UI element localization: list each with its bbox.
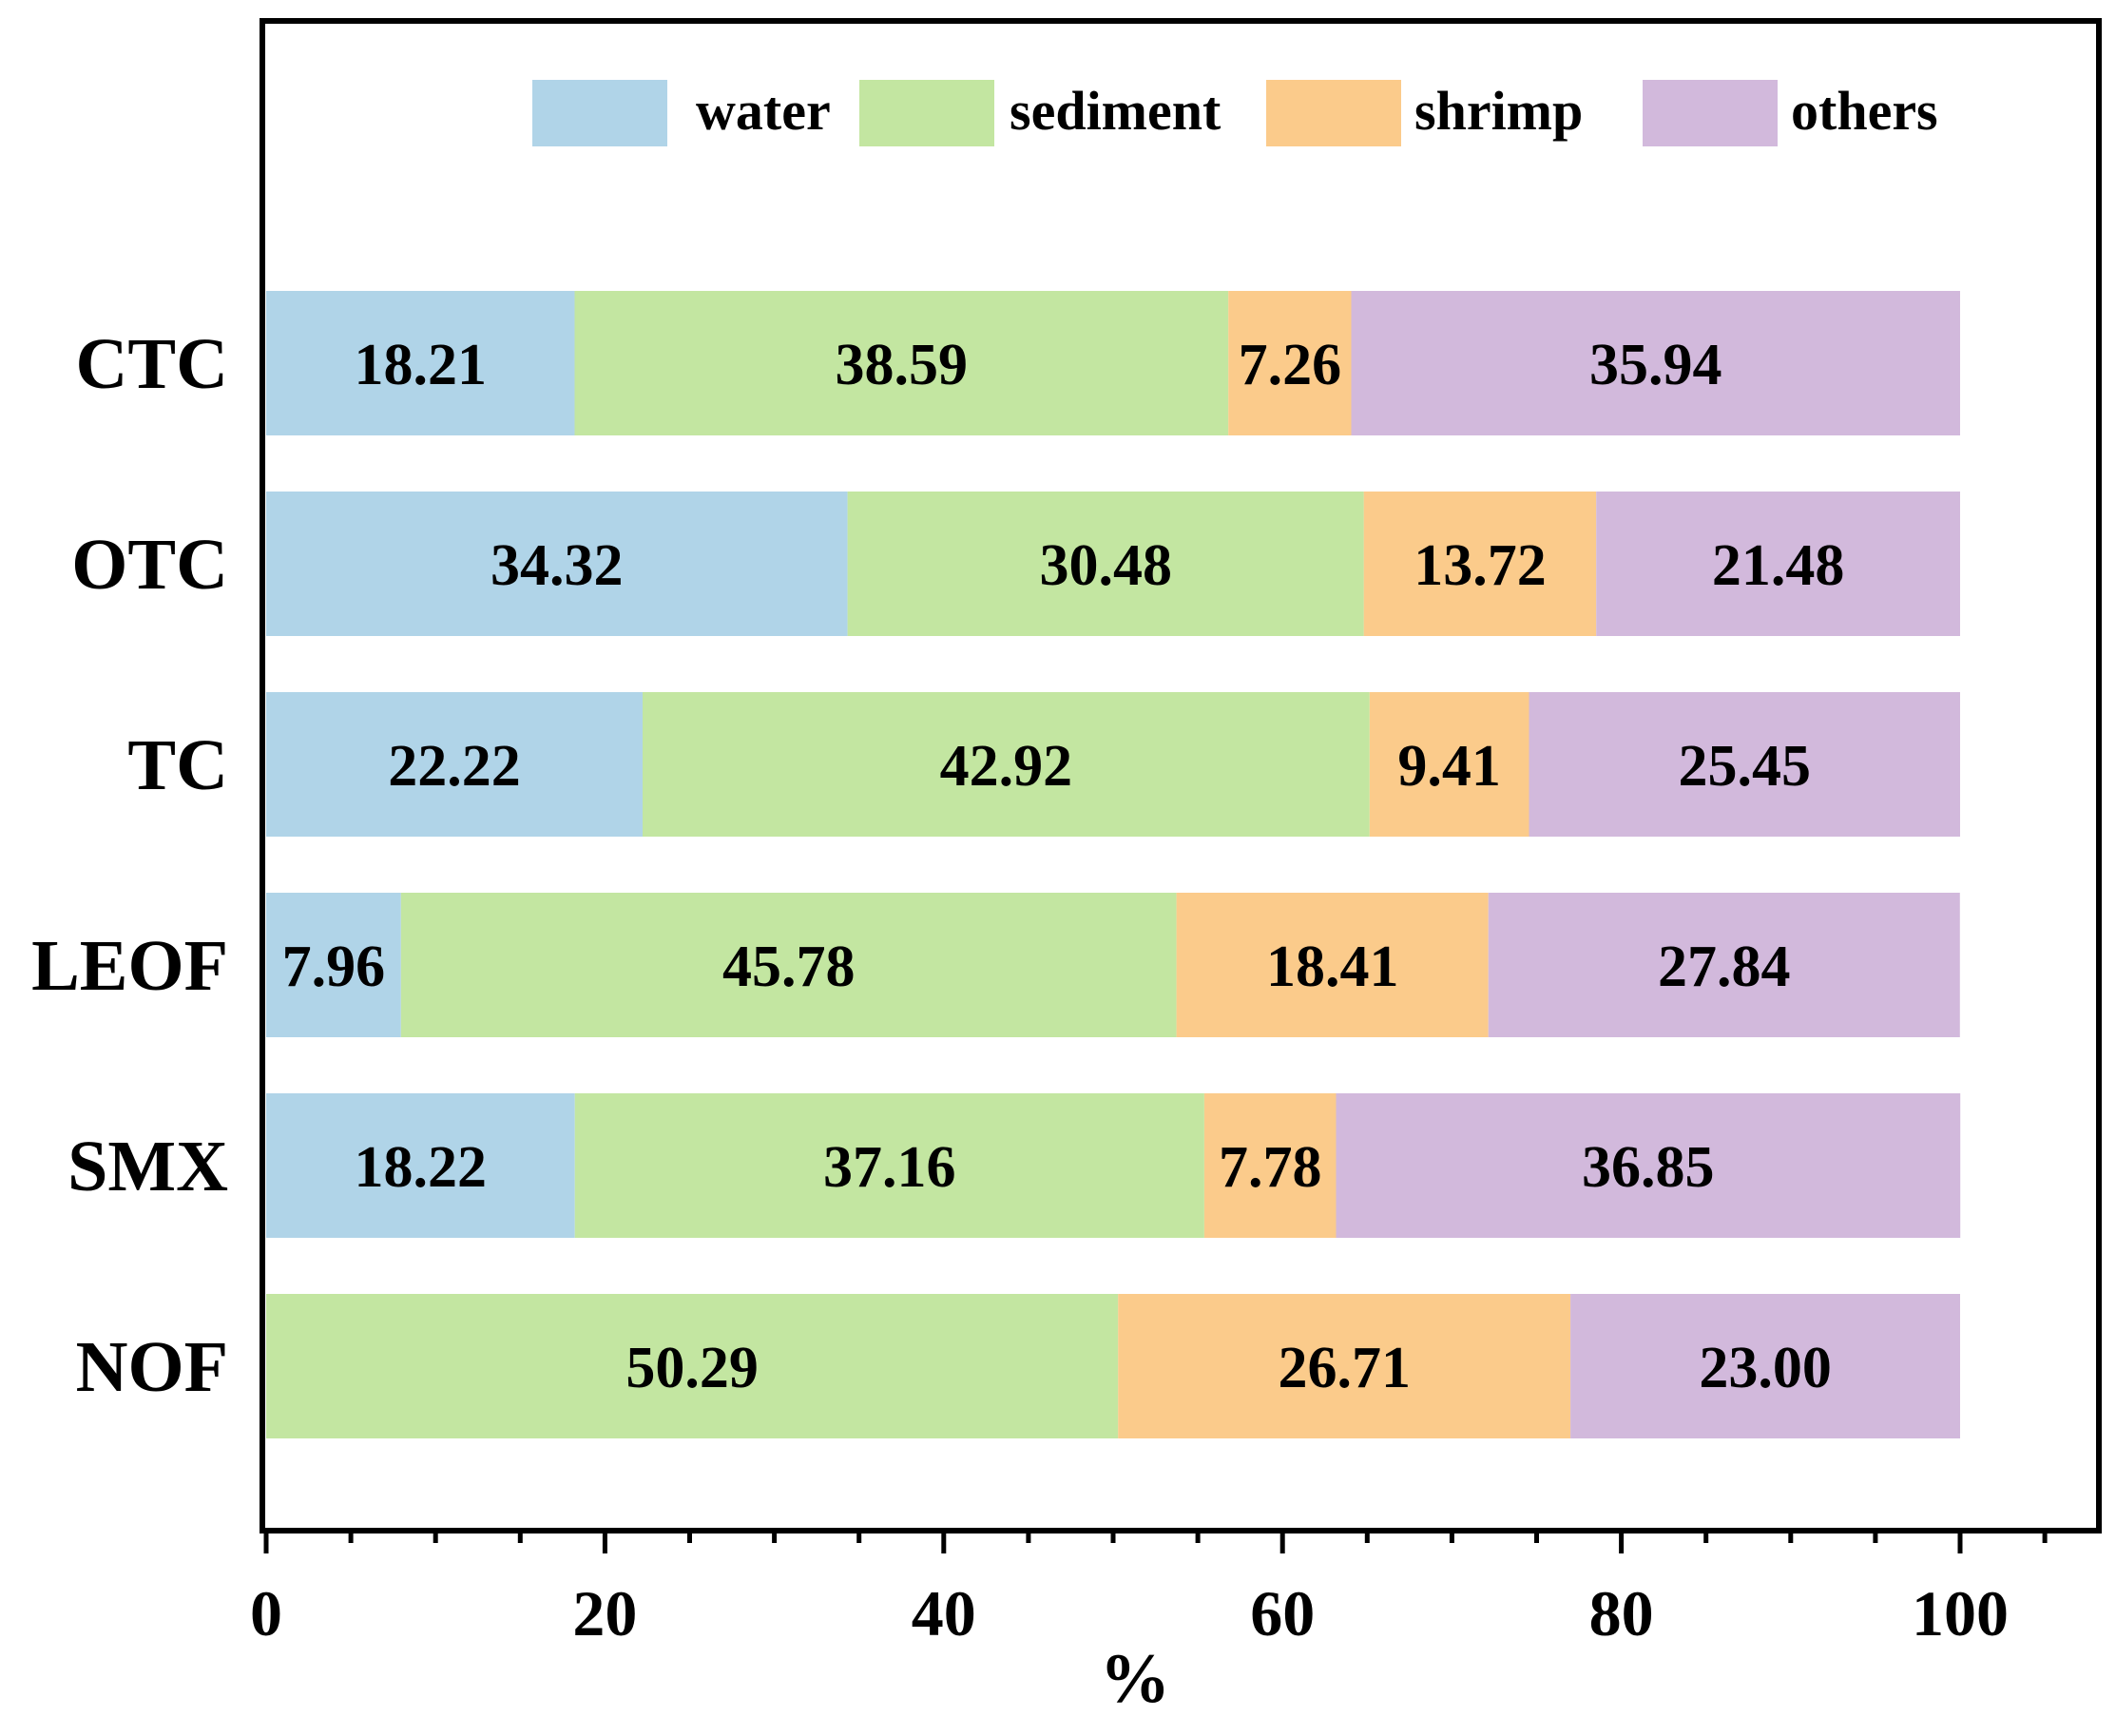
data-label-tc-water: 22.22 xyxy=(388,734,521,799)
legend-label-sediment: sediment xyxy=(1010,80,1222,142)
legend-swatch-water xyxy=(532,80,667,146)
data-label-tc-sediment: 42.92 xyxy=(940,734,1073,799)
x-tick-label-40: 40 xyxy=(912,1577,976,1649)
data-label-nof-others: 23.00 xyxy=(1699,1336,1832,1400)
bar-ctc-water xyxy=(266,291,575,435)
data-label-smx-shrimp: 7.78 xyxy=(1219,1135,1322,1200)
bar-nof-others xyxy=(1570,1294,1960,1438)
y-tick-label-smx: SMX xyxy=(67,1127,228,1206)
y-tick-label-ctc: CTC xyxy=(76,324,228,404)
data-label-smx-sediment: 37.16 xyxy=(823,1135,956,1200)
y-tick-label-leof: LEOF xyxy=(31,926,228,1006)
x-tick-label-80: 80 xyxy=(1589,1577,1654,1649)
bar-otc-sediment xyxy=(847,492,1364,636)
bar-ctc-others xyxy=(1351,291,1960,435)
data-label-leof-shrimp: 18.41 xyxy=(1266,935,1399,999)
x-tick-label-100: 100 xyxy=(1912,1577,2009,1649)
bar-ctc-shrimp xyxy=(1228,291,1352,435)
bar-leof-shrimp xyxy=(1176,893,1489,1037)
data-label-otc-shrimp: 13.72 xyxy=(1414,533,1547,598)
data-label-otc-others: 21.48 xyxy=(1712,533,1845,598)
legend-label-shrimp: shrimp xyxy=(1414,80,1583,142)
bar-otc-shrimp xyxy=(1363,492,1597,636)
bars-layer xyxy=(266,291,1961,1438)
legend: water sediment shrimp others xyxy=(532,80,1938,146)
plot-frame xyxy=(260,18,2102,1533)
x-tick-label-20: 20 xyxy=(572,1577,637,1649)
data-labels-layer: 18.21 38.59 7.26 35.94 34.32 30.48 13.72 21.48 2… xyxy=(282,333,1845,1400)
legend-swatch-shrimp xyxy=(1266,80,1401,146)
data-label-nof-sediment: 50.29 xyxy=(625,1336,759,1400)
legend-label-water: water xyxy=(696,80,831,142)
bar-leof-sediment xyxy=(400,893,1177,1037)
axes-layer: CTC OTC TC LEOF SMX NOF 0 20 40 60 80 100 xyxy=(31,18,2102,1649)
bar-nof-sediment xyxy=(266,1294,1119,1438)
data-label-otc-water: 34.32 xyxy=(491,533,624,598)
data-label-leof-others: 27.84 xyxy=(1658,935,1791,999)
bar-leof-others xyxy=(1488,893,1960,1037)
data-label-otc-sediment: 30.48 xyxy=(1039,533,1172,598)
bar-ctc-sediment xyxy=(574,291,1229,435)
bar-otc-others xyxy=(1596,492,1960,636)
data-label-ctc-water: 18.21 xyxy=(355,333,488,397)
bar-smx-sediment xyxy=(574,1093,1204,1238)
data-label-nof-shrimp: 26.71 xyxy=(1278,1336,1411,1400)
data-label-ctc-others: 35.94 xyxy=(1589,333,1722,397)
legend-swatch-others xyxy=(1643,80,1778,146)
bar-leof-water xyxy=(266,893,401,1037)
data-label-smx-others: 36.85 xyxy=(1582,1135,1715,1200)
y-tick-label-nof: NOF xyxy=(76,1327,228,1407)
bar-otc-water xyxy=(266,492,848,636)
x-axis-title: % xyxy=(1100,1640,1170,1718)
bar-smx-shrimp xyxy=(1203,1093,1337,1238)
legend-swatch-sediment xyxy=(859,80,994,146)
data-label-leof-water: 7.96 xyxy=(282,935,386,999)
data-label-ctc-sediment: 38.59 xyxy=(836,333,969,397)
data-label-ctc-shrimp: 7.26 xyxy=(1239,333,1342,397)
legend-label-others: others xyxy=(1791,80,1938,142)
data-label-tc-others: 25.45 xyxy=(1678,734,1811,799)
y-tick-label-tc: TC xyxy=(127,725,228,805)
bar-tc-water xyxy=(266,692,643,837)
y-tick-label-otc: OTC xyxy=(71,525,228,605)
x-tick-label-0: 0 xyxy=(250,1577,282,1649)
data-label-smx-water: 18.22 xyxy=(355,1135,488,1200)
data-label-tc-shrimp: 9.41 xyxy=(1397,734,1501,799)
bar-smx-others xyxy=(1336,1093,1961,1238)
bar-tc-sediment xyxy=(643,692,1370,837)
bar-nof-shrimp xyxy=(1118,1294,1571,1438)
data-label-leof-sediment: 45.78 xyxy=(722,935,856,999)
bar-tc-others xyxy=(1529,692,1960,837)
bar-tc-shrimp xyxy=(1369,692,1529,837)
bar-smx-water xyxy=(266,1093,575,1238)
x-tick-label-60: 60 xyxy=(1250,1577,1315,1649)
